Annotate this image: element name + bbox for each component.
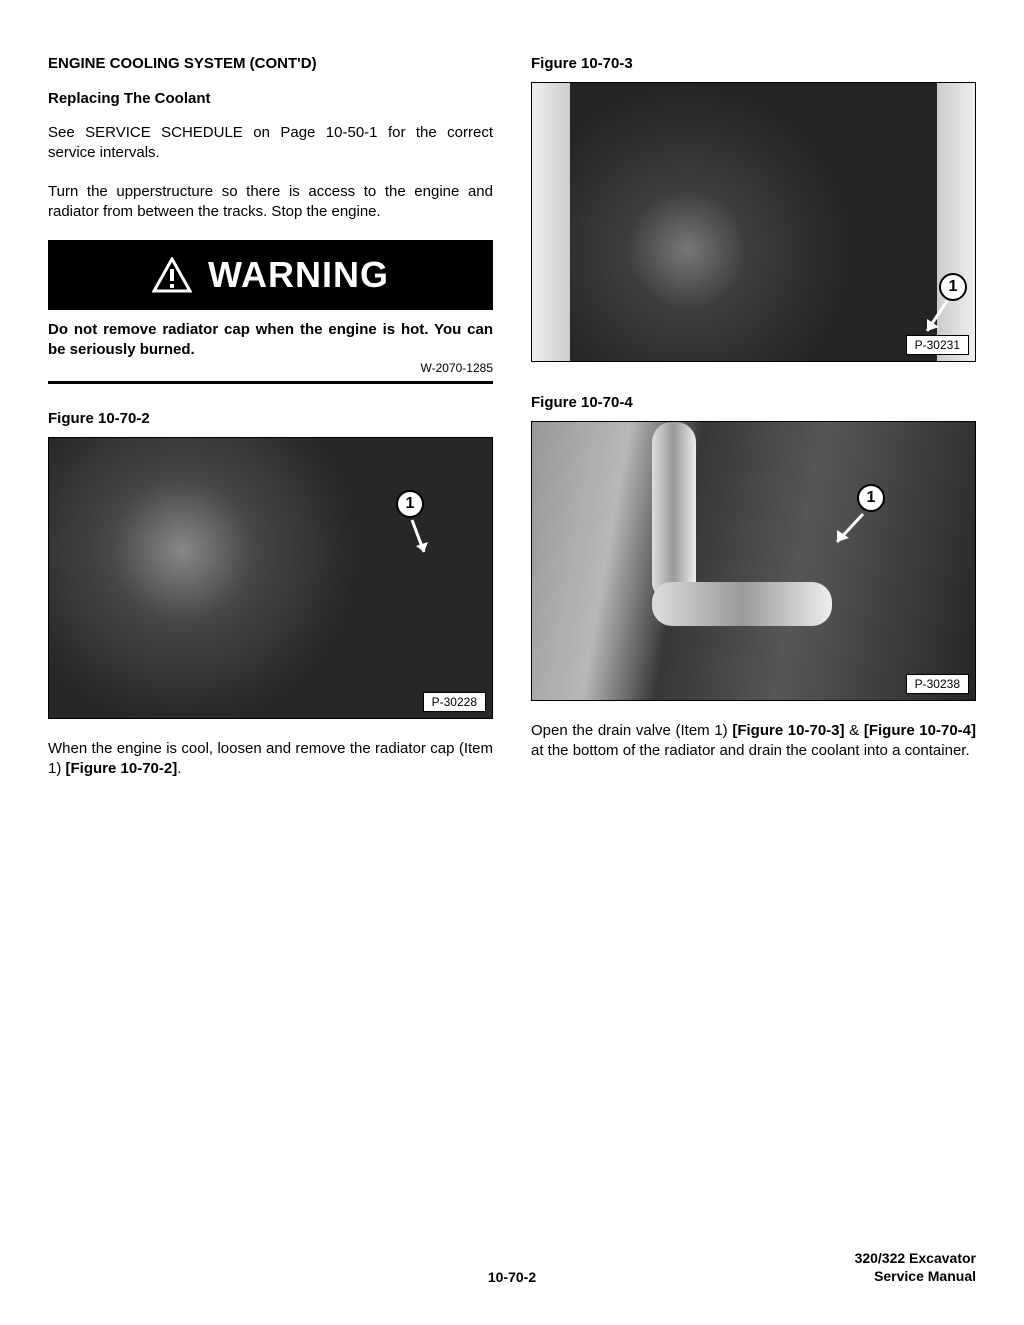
subheading: Replacing The Coolant [48,90,493,107]
page-columns: ENGINE COOLING SYSTEM (CONT'D) Replacing… [48,55,976,780]
figure-3-photo-code: P-30231 [906,335,969,355]
figure-2-label: Figure 10-70-2 [48,410,493,427]
warning-label: WARNING [208,254,389,296]
caption-amp: & [845,722,864,739]
figure-3-callout: 1 [939,273,967,301]
figure-2-photo: 1 P-30228 [48,437,493,719]
footer-page-number: 10-70-2 [48,1269,976,1285]
figure-4-caption: Open the drain valve (Item 1) [Figure 10… [531,721,976,762]
right-column: Figure 10-70-3 1 P-30231 Figure 10-70-4 … [531,55,976,780]
footer-model: 320/322 Excavator [855,1249,976,1267]
paragraph-1: See SERVICE SCHEDULE on Page 10-50-1 for… [48,123,493,164]
warning-code: W-2070-1285 [48,361,493,384]
figure-4-label: Figure 10-70-4 [531,394,976,411]
photo-pipe [652,422,696,602]
left-column: ENGINE COOLING SYSTEM (CONT'D) Replacing… [48,55,493,780]
figure-2-callout: 1 [396,490,424,518]
photo-pipe [652,582,832,626]
photo-placeholder [532,83,975,361]
figure-4-callout: 1 [857,484,885,512]
figure-2-photo-code: P-30228 [423,692,486,712]
figure-4-photo: 1 P-30238 [531,421,976,701]
caption-figref-1: [Figure 10-70-3] [732,722,844,739]
figure-3-label: Figure 10-70-3 [531,55,976,72]
photo-edge [532,83,570,361]
figure-3-photo: 1 P-30231 [531,82,976,362]
warning-triangle-icon [152,257,192,293]
photo-placeholder [532,422,975,700]
warning-description: Do not remove radiator cap when the engi… [48,320,493,359]
caption-text-end: at the bottom of the radiator and drain … [531,742,970,759]
caption-text-end: . [177,760,181,777]
caption-figref-2: [Figure 10-70-4] [864,722,976,739]
figure-4-photo-code: P-30238 [906,674,969,694]
photo-placeholder [49,438,492,718]
section-title: ENGINE COOLING SYSTEM (CONT'D) [48,55,493,72]
page-footer: 10-70-2 320/322 Excavator Service Manual [48,1249,976,1285]
caption-figref: [Figure 10-70-2] [66,760,178,777]
warning-banner: WARNING [48,240,493,310]
photo-edge [937,83,975,361]
paragraph-2: Turn the upperstructure so there is acce… [48,182,493,223]
figure-2-caption: When the engine is cool, loosen and remo… [48,739,493,780]
caption-text: Open the drain valve (Item 1) [531,722,732,739]
